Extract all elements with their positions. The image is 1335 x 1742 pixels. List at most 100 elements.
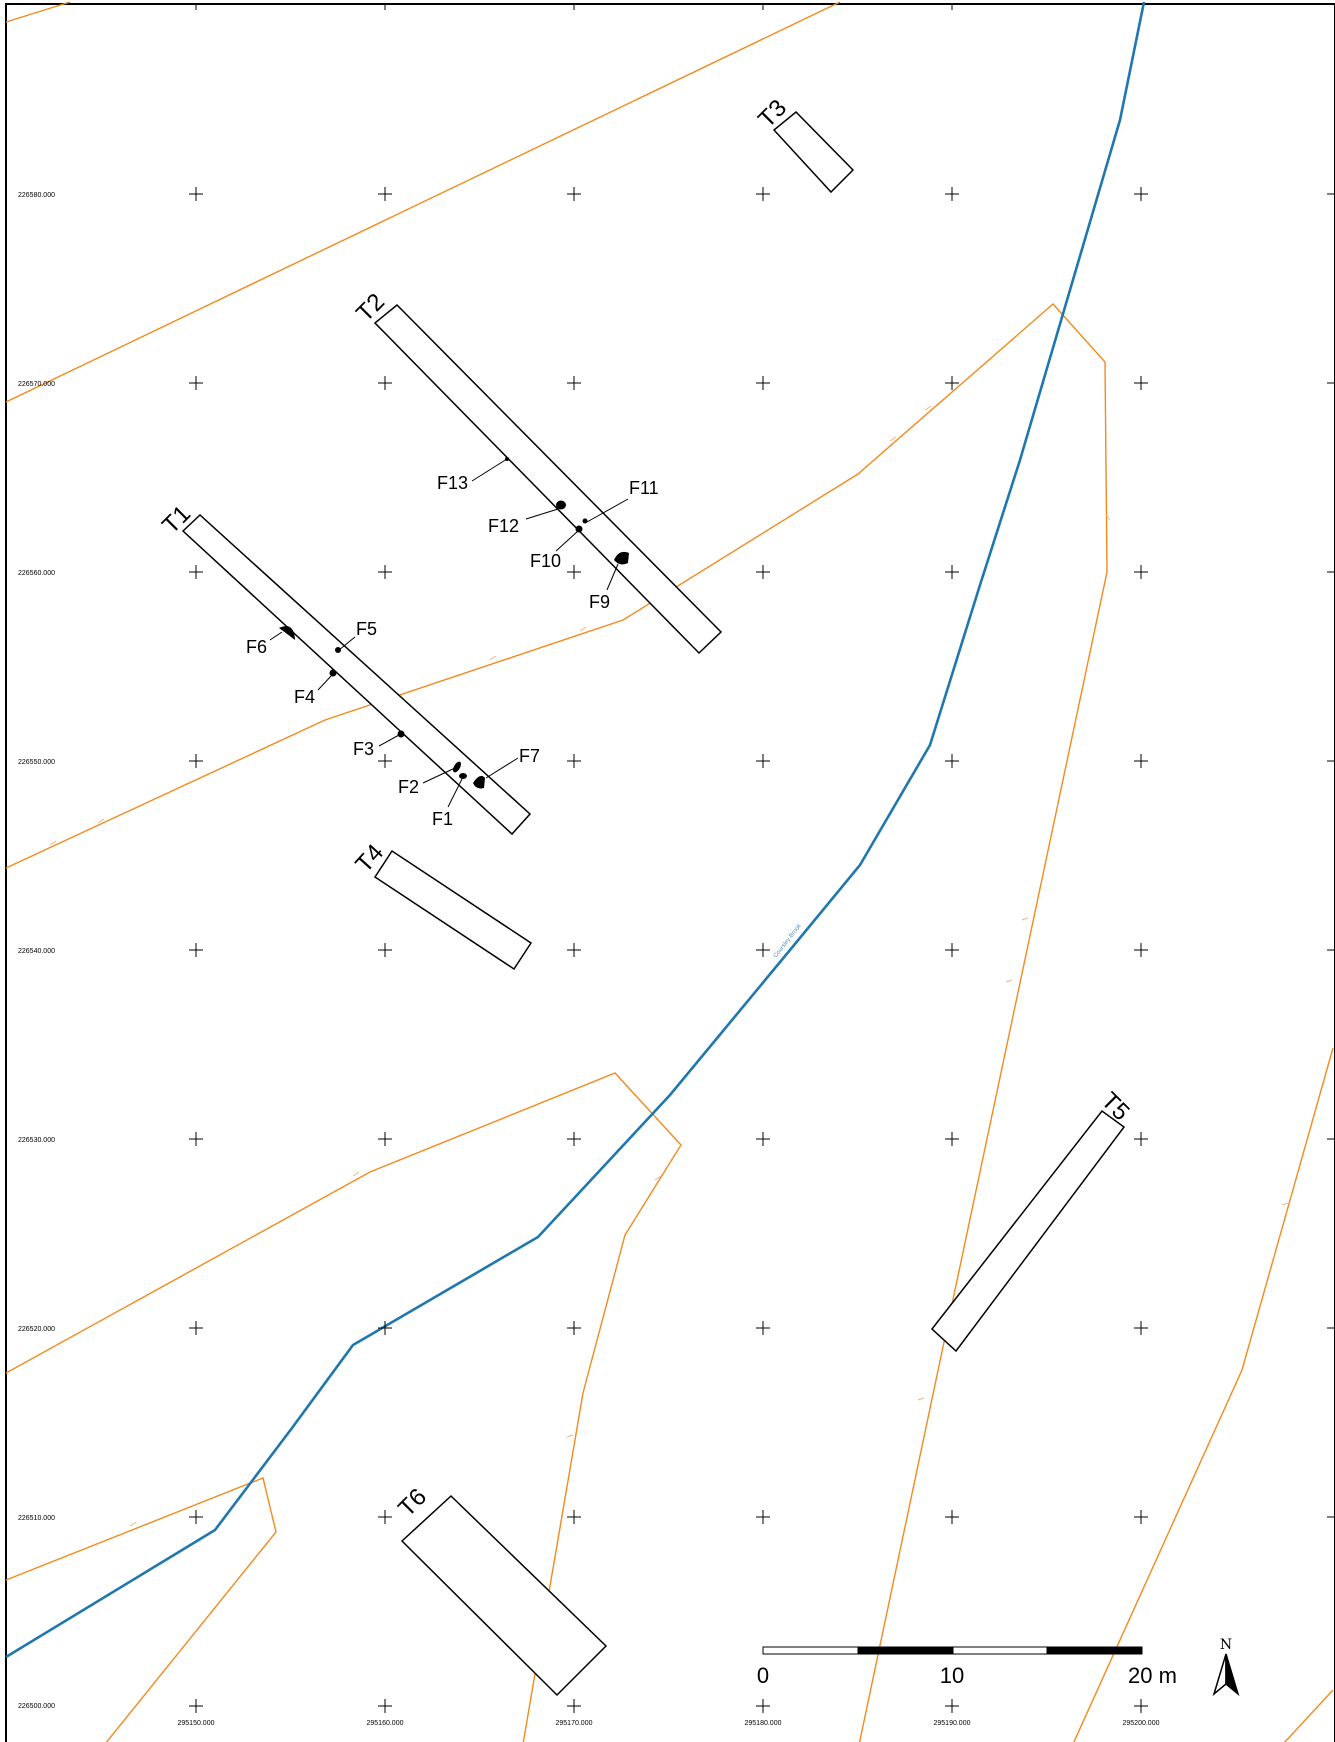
grid-cross bbox=[189, 1321, 203, 1335]
grid-cross bbox=[756, 1699, 770, 1713]
grid-cross bbox=[945, 565, 959, 579]
northing-label: 226560.000 bbox=[18, 570, 55, 577]
north-arrow-icon bbox=[1212, 1653, 1227, 1697]
contour-line bbox=[5, 1477, 277, 1742]
contour-line bbox=[5, 1, 841, 403]
feature-leaders bbox=[269, 458, 629, 808]
grid-cross bbox=[1134, 1699, 1148, 1713]
scale-segment bbox=[857, 1646, 954, 1655]
north-arrow-icon bbox=[1225, 1653, 1240, 1697]
contour-tick bbox=[654, 1175, 662, 1181]
contour-tick bbox=[889, 436, 897, 442]
grid-cross bbox=[1134, 943, 1148, 957]
northing-label: 226530.000 bbox=[18, 1137, 55, 1144]
feature-F10[interactable] bbox=[575, 525, 583, 533]
feature-F11[interactable] bbox=[582, 518, 588, 524]
map-frame bbox=[5, 3, 1335, 1742]
feature-label: F11 bbox=[629, 478, 659, 498]
grid-cross bbox=[567, 754, 581, 768]
feature-label: F9 bbox=[589, 592, 610, 612]
contour-tick bbox=[1021, 917, 1029, 921]
northing-label: 226550.000 bbox=[18, 759, 55, 766]
feature-F2[interactable] bbox=[451, 760, 462, 773]
contour-tick bbox=[489, 655, 497, 661]
leader-F4 bbox=[317, 674, 333, 691]
grid-cross bbox=[756, 376, 770, 390]
northing-label: 226500.000 bbox=[18, 1703, 55, 1710]
northing-labels: 226580.000 226570.000 226560.000 226550.… bbox=[18, 192, 55, 1710]
grid-cross bbox=[756, 1510, 770, 1524]
leader-F5 bbox=[338, 636, 356, 651]
contour-tick bbox=[97, 818, 105, 824]
contour-value-marks bbox=[49, 405, 1289, 1527]
leader-F7 bbox=[485, 757, 519, 779]
scale-label-20: 20 m bbox=[1128, 1663, 1177, 1688]
grid-cross bbox=[756, 754, 770, 768]
grid-cross bbox=[378, 187, 392, 201]
scale-label-0: 0 bbox=[757, 1663, 769, 1688]
feature-F1[interactable] bbox=[459, 773, 467, 779]
trench-outline[interactable] bbox=[373, 303, 723, 655]
grid-cross bbox=[189, 1510, 203, 1524]
feature-label: F13 bbox=[437, 473, 468, 493]
feature-label: F4 bbox=[294, 687, 315, 707]
trench-outline[interactable] bbox=[400, 1494, 608, 1697]
grid-cross bbox=[567, 1510, 581, 1524]
grid-cross bbox=[189, 1699, 203, 1713]
grid-cross bbox=[378, 1132, 392, 1146]
feature-F9[interactable] bbox=[614, 551, 629, 565]
trench-outline[interactable] bbox=[772, 110, 855, 194]
grid-cross bbox=[945, 376, 959, 390]
grid-cross bbox=[567, 943, 581, 957]
trench-outline[interactable] bbox=[930, 1109, 1126, 1353]
grid-crosses bbox=[189, 187, 1148, 1713]
trench-outline[interactable] bbox=[373, 849, 533, 971]
grid-cross bbox=[378, 1321, 392, 1335]
northing-label: 226570.000 bbox=[18, 381, 55, 388]
grid-cross bbox=[378, 943, 392, 957]
leader-F10 bbox=[555, 530, 579, 552]
stream-line bbox=[5, 1, 1146, 1659]
contour-tick bbox=[924, 405, 932, 411]
grid-cross bbox=[1134, 754, 1148, 768]
easting-label: 295160.000 bbox=[367, 1720, 404, 1727]
grid-cross bbox=[189, 187, 203, 201]
grid-cross bbox=[756, 187, 770, 201]
leader-F11 bbox=[586, 498, 629, 523]
leader-F6 bbox=[269, 631, 283, 641]
grid-cross bbox=[756, 943, 770, 957]
feature-F6[interactable] bbox=[279, 626, 295, 640]
leader-F9 bbox=[606, 563, 619, 591]
contour-line bbox=[5, 1072, 682, 1742]
feature-F7[interactable] bbox=[473, 775, 485, 789]
feature-label: F5 bbox=[356, 619, 377, 639]
trench-T3[interactable]: T3 bbox=[753, 94, 855, 194]
leader-F1 bbox=[447, 778, 463, 808]
grid-cross bbox=[945, 1510, 959, 1524]
scale-segment bbox=[1046, 1646, 1143, 1655]
frame-ticks bbox=[195, 4, 1335, 1518]
feature-F12[interactable] bbox=[556, 500, 566, 510]
feature-F5[interactable] bbox=[335, 647, 341, 653]
trench-T2[interactable]: T2 bbox=[351, 288, 723, 655]
grid-cross bbox=[756, 565, 770, 579]
trench-T5[interactable]: T5 bbox=[930, 1087, 1135, 1353]
contour-tick bbox=[1005, 979, 1013, 983]
feature-label: F1 bbox=[432, 809, 453, 829]
grid-cross bbox=[1134, 187, 1148, 201]
contour-tick bbox=[1105, 514, 1111, 521]
feature-F4[interactable] bbox=[329, 669, 337, 677]
north-arrow: N bbox=[1212, 1637, 1240, 1697]
trench-T4[interactable]: T4 bbox=[350, 839, 533, 971]
contour-line bbox=[1073, 1047, 1334, 1742]
feature-label: F6 bbox=[246, 637, 267, 657]
contour-line bbox=[1283, 1689, 1334, 1742]
grid-cross bbox=[378, 376, 392, 390]
easting-label: 295150.000 bbox=[178, 1720, 215, 1727]
feature-F3[interactable] bbox=[397, 730, 405, 738]
grid-cross bbox=[189, 943, 203, 957]
grid-cross bbox=[567, 565, 581, 579]
feature-label: F2 bbox=[398, 777, 419, 797]
contour-tick bbox=[579, 626, 587, 632]
